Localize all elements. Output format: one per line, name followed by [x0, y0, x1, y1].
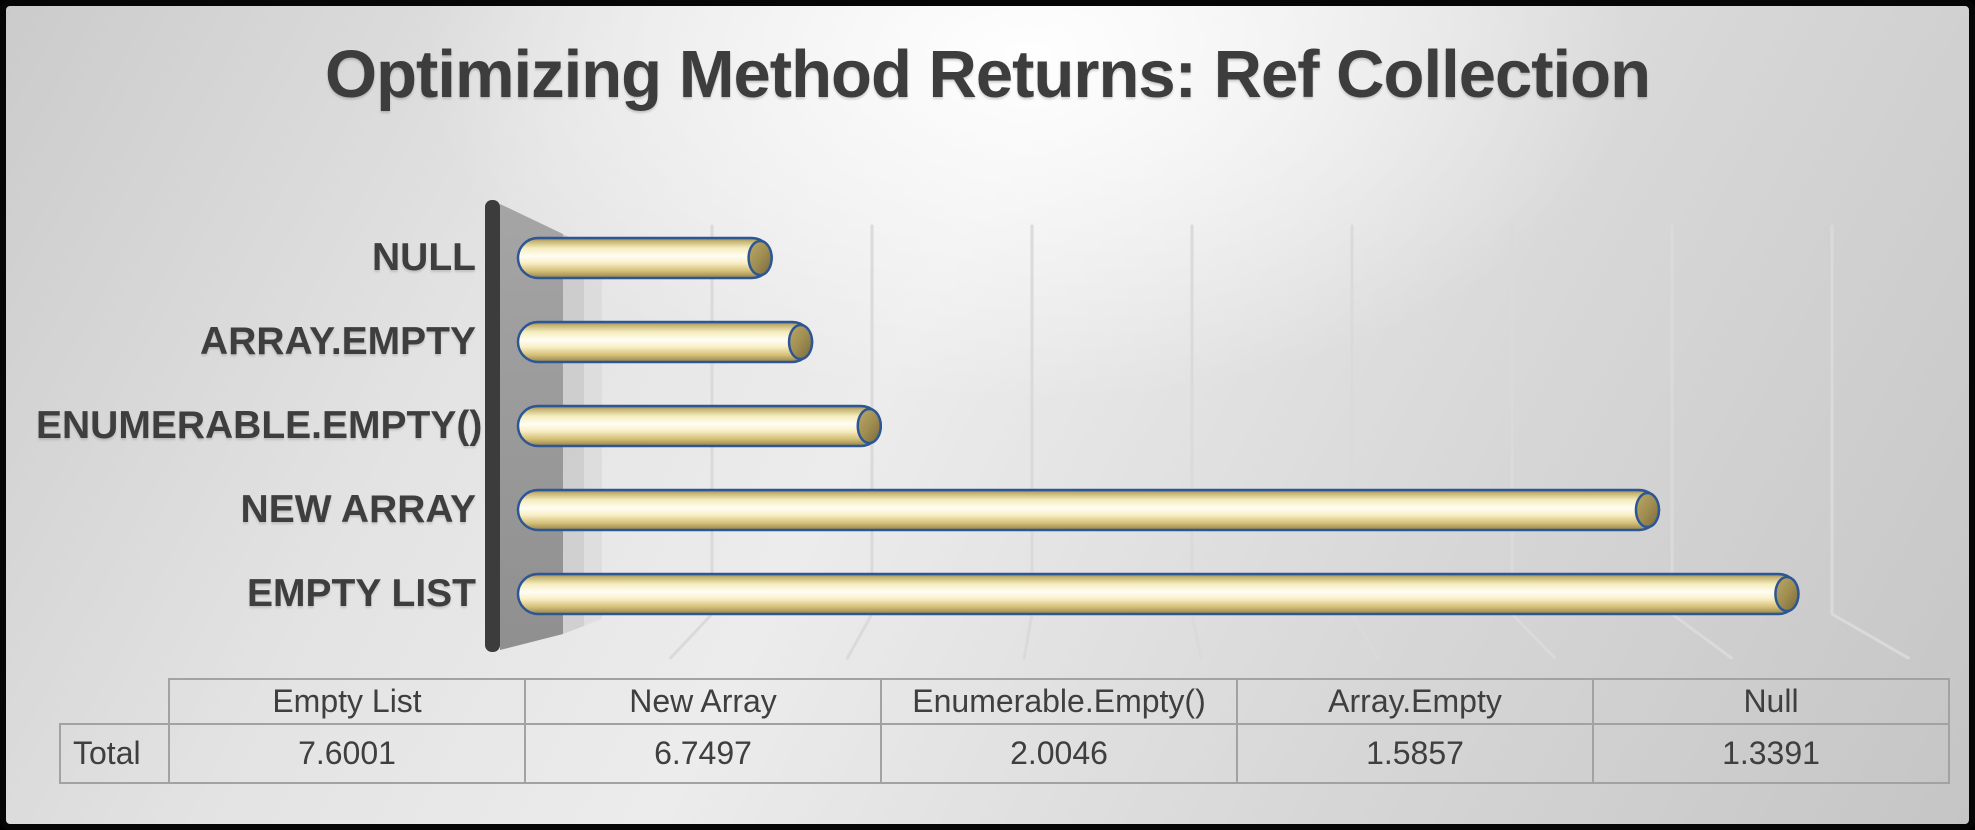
bar-empty-list[interactable]: [516, 572, 1800, 616]
category-label-null: NULL: [372, 236, 476, 279]
category-label-array-empty: ARRAY.EMPTY: [200, 320, 476, 363]
table-header-array-empty: Array.Empty: [1236, 678, 1594, 725]
data-table: Empty List New Array Enumerable.Empty() …: [59, 678, 1950, 784]
table-corner-cell: [60, 679, 169, 724]
bar-end-cap-empty-list: [1774, 575, 1800, 613]
table-header-row: Empty List New Array Enumerable.Empty() …: [60, 678, 1950, 725]
gridline: [1830, 224, 1910, 660]
table-value-empty-list: 7.6001: [168, 723, 526, 784]
table-value-enumerable-empty: 2.0046: [880, 723, 1238, 784]
bar-end-cap-enumerable-empty: [856, 407, 883, 445]
table-header-null: Null: [1592, 678, 1950, 725]
category-label-enumerable-empty: ENUMERABLE.EMPTY(): [36, 404, 483, 447]
bar-null[interactable]: [516, 236, 773, 280]
category-label-empty-list: EMPTY LIST: [247, 572, 476, 615]
bar-end-cap-array-empty: [787, 323, 814, 361]
bar-end-cap-new-array: [1634, 491, 1661, 529]
bar-new-array[interactable]: [516, 488, 1661, 532]
bar-end-cap-null: [747, 239, 773, 277]
category-axis: NULL ARRAY.EMPTY ENUMERABLE.EMPTY() NEW …: [36, 6, 483, 824]
category-label-new-array: NEW ARRAY: [240, 488, 476, 531]
bar-enumerable-empty[interactable]: [516, 404, 883, 448]
table-total-row: Total 7.6001 6.7497 2.0046 1.5857 1.3391: [59, 723, 1950, 784]
table-row-header-total: Total: [59, 723, 170, 784]
table-value-array-empty: 1.5857: [1236, 723, 1594, 784]
table-header-new-array: New Array: [524, 678, 882, 725]
plot-area: [485, 200, 1910, 660]
table-header-enumerable-empty: Enumerable.Empty(): [880, 678, 1238, 725]
table-value-null: 1.3391: [1592, 723, 1950, 784]
table-header-empty-list: Empty List: [168, 678, 526, 725]
table-value-new-array: 6.7497: [524, 723, 882, 784]
bar-series-total: [516, 236, 1800, 616]
category-axis-line: [485, 200, 500, 652]
chart-title: Optimizing Method Returns: Ref Collectio…: [324, 37, 1651, 112]
bar-array-empty[interactable]: [516, 320, 814, 364]
